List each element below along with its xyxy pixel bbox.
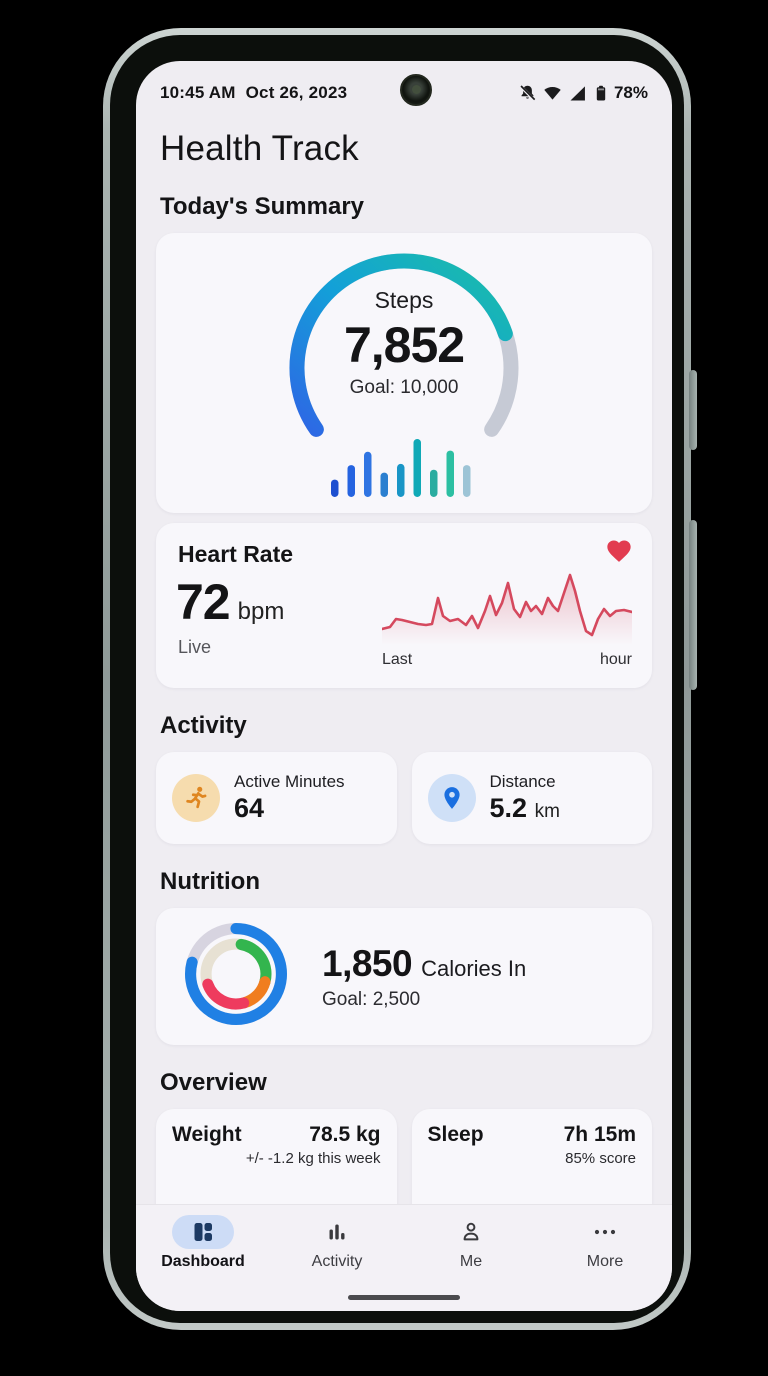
heart-rate-live-badge: Live [178, 637, 212, 657]
sleep-title: Sleep [427, 1123, 484, 1146]
steps-hourly-bar-chart [331, 439, 471, 497]
status-bar: 10:45 AM Oct 26, 2023 78% [136, 61, 672, 109]
section-nutrition: Nutrition [160, 868, 260, 895]
battery-icon [592, 82, 610, 104]
sleep-value: 7h 15m [563, 1123, 636, 1146]
more-dots-icon [574, 1215, 636, 1249]
steps-gauge-svg [289, 253, 519, 437]
runner-icon [172, 774, 220, 822]
weight-subtitle: +/- -1.2 kg this week [245, 1150, 381, 1167]
home-indicator[interactable] [348, 1295, 460, 1300]
nav-label-more: More [586, 1253, 624, 1270]
distance-unit: km [534, 801, 560, 822]
section-todays-summary: Today's Summary [160, 193, 364, 220]
calories-value: 1,850 [322, 942, 413, 984]
status-date: Oct 26, 2023 [245, 83, 348, 102]
distance-card[interactable]: Distance 5.2 km [411, 752, 652, 844]
dashboard-icon [172, 1215, 234, 1249]
bottom-navigation: Dashboard Activity Me [136, 1204, 672, 1311]
section-overview: Overview [160, 1069, 267, 1096]
nav-label-activity: Activity [311, 1253, 363, 1270]
weight-title: Weight [172, 1123, 242, 1146]
steps-goal: Goal: 10,000 [349, 377, 459, 398]
nav-label-dashboard: Dashboard [161, 1253, 245, 1270]
notifications-muted-icon [517, 83, 538, 104]
nutrition-card[interactable]: 1,850 Calories In Goal: 2,500 [156, 908, 652, 1045]
steps-value: 7,852 [343, 317, 465, 373]
nav-item-me[interactable]: Me [416, 1215, 526, 1271]
power-button [689, 520, 697, 690]
nav-label-me: Me [459, 1253, 483, 1270]
heart-rate-value: 72 [176, 574, 231, 630]
volume-button [689, 370, 697, 450]
weight-value: 78.5 kg [309, 1123, 381, 1146]
status-time: 10:45 AM [160, 83, 236, 102]
heart-rate-line-chart [382, 573, 632, 645]
active-minutes-card[interactable]: Active Minutes 64 [156, 752, 397, 844]
heart-rate-title: Heart Rate [178, 541, 294, 567]
nav-item-activity[interactable]: Activity [282, 1215, 392, 1271]
nutrition-rings-chart [185, 923, 287, 1025]
calories-goal: Goal: 2,500 [322, 988, 421, 1010]
front-camera [400, 74, 432, 106]
distance-label: Distance [489, 772, 556, 791]
heart-chart-xlabel-right: hour [599, 651, 632, 668]
sleep-subtitle: 85% score [565, 1150, 636, 1167]
phone-bezel: 10:45 AM Oct 26, 2023 78% Health Track T… [110, 35, 684, 1323]
heart-rate-card[interactable]: Heart Rate 72 bpm Live Last hour [156, 523, 652, 688]
nav-item-dashboard[interactable]: Dashboard [148, 1215, 258, 1271]
distance-value: 5.2 [489, 793, 528, 823]
calories-label: Calories In [421, 955, 527, 981]
location-pin-icon [427, 774, 476, 822]
nav-item-more[interactable]: More [550, 1215, 660, 1271]
steps-card[interactable]: Steps 7,852 Goal: 10,000 [156, 233, 652, 513]
section-activity: Activity [160, 712, 247, 739]
battery-percent: 78% [613, 83, 648, 102]
person-icon [440, 1215, 502, 1249]
bar-chart-icon [306, 1215, 368, 1249]
wifi-icon [542, 83, 563, 104]
steps-label: Steps [374, 287, 434, 313]
heart-rate-unit: bpm [237, 598, 285, 625]
page-title: Health Track [160, 129, 359, 168]
phone-frame: 10:45 AM Oct 26, 2023 78% Health Track T… [103, 28, 697, 1330]
heart-icon [604, 537, 634, 570]
phone-screen: 10:45 AM Oct 26, 2023 78% Health Track T… [136, 61, 672, 1311]
heart-chart-xlabel-left: Last [382, 651, 413, 668]
active-minutes-value: 64 [234, 793, 265, 823]
active-minutes-label: Active Minutes [234, 772, 345, 791]
cellular-signal-icon [567, 83, 588, 104]
